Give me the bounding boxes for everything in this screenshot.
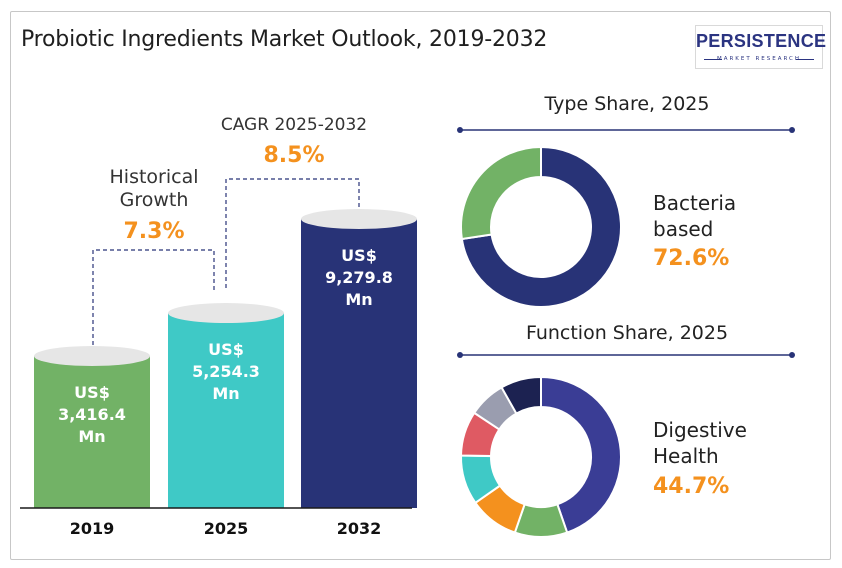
cagr-connector [225, 178, 360, 288]
type-share-slice-2 [460, 145, 542, 241]
type-share-rule-dot-left [457, 127, 463, 133]
year-label: 2025 [204, 519, 249, 538]
growth-connectors [92, 178, 360, 352]
bar-value-label: Mn [345, 290, 372, 309]
logo-wordmark: PERSISTENCE [696, 31, 827, 51]
bar-body [34, 356, 150, 508]
type-share-rule-dot-right [789, 127, 795, 133]
bar-cap [301, 209, 417, 229]
bar-value-label: 5,254.3 [192, 362, 260, 381]
bar-body [301, 219, 417, 508]
bar-cap [34, 346, 150, 366]
bar-value-label: US$ [74, 383, 110, 402]
cagr-label: CAGR 2025-2032 [221, 115, 367, 135]
bar-2025: US$ 5,254.3 Mn [168, 303, 284, 508]
type-share-title: Type Share, 2025 [544, 93, 710, 115]
market-size-bars: US$ 3,416.4 Mn US$ 5,254.3 Mn US$ 9,279.8 Mn [34, 209, 417, 508]
bar-value-label: US$ [208, 340, 244, 359]
function-highlight-label-line1: Digestive [653, 418, 747, 442]
function-share-rule-dot-right [789, 352, 795, 358]
function-highlight-value: 44.7% [653, 474, 729, 499]
historical-connector [92, 249, 215, 352]
brand-logo: PERSISTENCE MARKET RESEARCH [695, 25, 827, 69]
logo-rule-left [704, 59, 722, 60]
logo-tagline: MARKET RESEARCH [716, 56, 802, 62]
bar-cap [168, 303, 284, 324]
logo-rule-right [796, 59, 814, 60]
historical-value: 7.3% [123, 219, 184, 244]
function-share-slice-1 [540, 375, 622, 534]
bar-value-label: Mn [78, 427, 105, 446]
type-highlight-label-line1: Bacteria [653, 191, 736, 215]
cagr-annotation: CAGR 2025-2032 8.5% [221, 115, 367, 168]
year-label: 2032 [337, 519, 382, 538]
bar-value-label: Mn [212, 384, 239, 403]
type-highlight-value: 72.6% [653, 246, 729, 271]
year-labels: 2019 2025 2032 [70, 519, 382, 538]
bar-2032: US$ 9,279.8 Mn [301, 209, 417, 508]
cagr-value: 8.5% [263, 143, 324, 168]
function-share-rule-dot-left [457, 352, 463, 358]
historical-annotation: Historical Growth 7.3% [110, 166, 199, 244]
type-highlight-label-line2: based [653, 217, 713, 241]
year-label: 2019 [70, 519, 115, 538]
type-share-donut [460, 145, 622, 308]
bar-value-label: 9,279.8 [325, 268, 393, 287]
function-share-title: Function Share, 2025 [526, 322, 728, 344]
historical-label-line1: Historical [110, 166, 199, 188]
bar-body [168, 313, 284, 508]
type-share-section: Type Share, 2025 Bacteria based 72.6% [457, 93, 795, 308]
bar-value-label: US$ [341, 246, 377, 265]
page-title: Probiotic Ingredients Market Outlook, 20… [21, 27, 548, 52]
function-share-donut [459, 375, 622, 538]
bar-value-label: 3,416.4 [58, 405, 126, 424]
type-share-slice-1 [460, 145, 622, 308]
function-share-section: Function Share, 2025 Digestive Health 44… [457, 322, 795, 538]
bar-2019: US$ 3,416.4 Mn [34, 346, 150, 508]
function-highlight-label-line2: Health [653, 444, 719, 468]
historical-label-line2: Growth [120, 189, 189, 211]
function-share-slice-7 [500, 375, 542, 415]
